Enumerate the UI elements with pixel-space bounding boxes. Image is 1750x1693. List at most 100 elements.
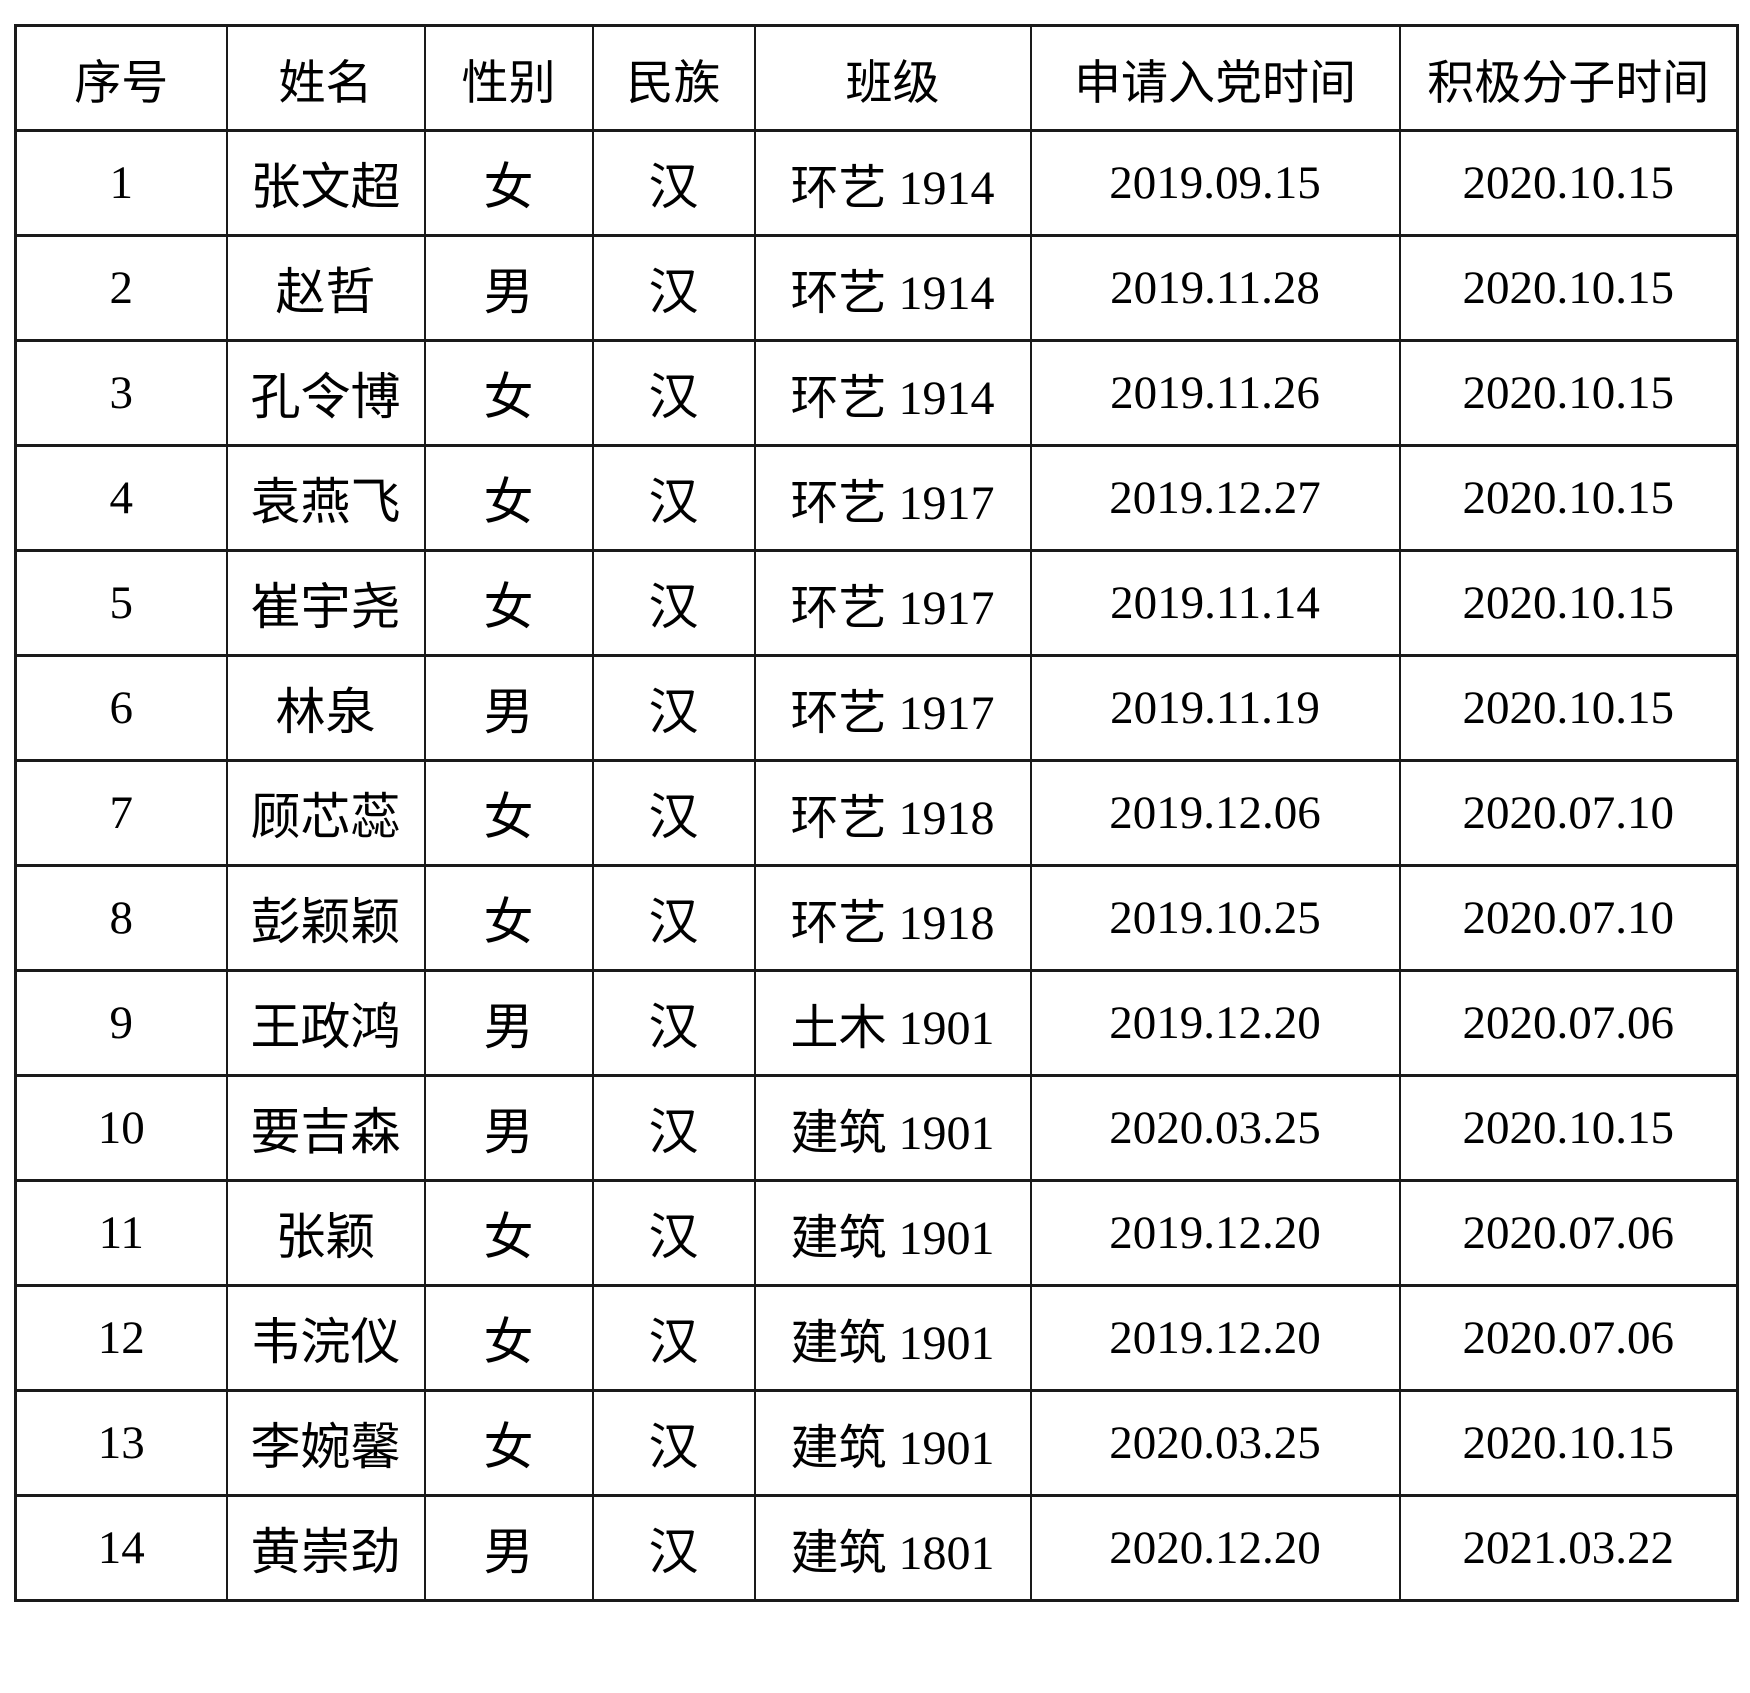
cell-name: 黄崇劲	[225, 1494, 426, 1602]
cell-ethnicity: 汉	[591, 1389, 756, 1497]
cell-class: 环艺 1917	[753, 549, 1032, 657]
cell-activist-date: 2020.10.15	[1398, 1074, 1739, 1182]
cell-ethnicity: 汉	[591, 1074, 756, 1182]
header-cell-ethnicity: 民族	[591, 24, 756, 132]
cell-ethnicity: 汉	[591, 444, 756, 552]
table-row: 14 黄崇劲男汉建筑 1801 2020.12.20 2021.03.22	[14, 1494, 1739, 1602]
cell-name: 彭颖颖	[225, 864, 426, 972]
table-row: 7 顾芯蕊女汉环艺 1918 2019.12.06 2020.07.10	[14, 759, 1739, 867]
cell-ethnicity: 汉	[591, 234, 756, 342]
cell-gender: 女	[423, 549, 594, 657]
table-row: 11 张颖女汉建筑 1901 2019.12.20 2020.07.06	[14, 1179, 1739, 1287]
cell-gender: 男	[423, 654, 594, 762]
cell-activist-date: 2020.07.06	[1398, 1179, 1739, 1287]
cell-ethnicity: 汉	[591, 549, 756, 657]
cell-index: 9	[14, 969, 228, 1077]
cell-index: 7	[14, 759, 228, 867]
cell-class: 环艺 1914	[753, 339, 1032, 447]
header-cell-name: 姓名	[225, 24, 426, 132]
cell-name: 韦浣仪	[225, 1284, 426, 1392]
cell-name: 崔宇尧	[225, 549, 426, 657]
cell-name: 林泉	[225, 654, 426, 762]
table-row: 6 林泉男汉环艺 1917 2019.11.19 2020.10.15	[14, 654, 1739, 762]
cell-index: 8	[14, 864, 228, 972]
cell-activist-date: 2020.07.06	[1398, 1284, 1739, 1392]
table-row: 2 赵哲男汉环艺 1914 2019.11.28 2020.10.15	[14, 234, 1739, 342]
cell-class: 建筑 1901	[753, 1284, 1032, 1392]
cell-index: 12	[14, 1284, 228, 1392]
table-row: 3 孔令博女汉环艺 1914 2019.11.26 2020.10.15	[14, 339, 1739, 447]
cell-application-date: 2019.09.15	[1029, 129, 1401, 237]
cell-name: 王政鸿	[225, 969, 426, 1077]
cell-application-date: 2019.11.14	[1029, 549, 1401, 657]
header-cell-activist-date: 积极分子时间	[1398, 24, 1739, 132]
cell-ethnicity: 汉	[591, 129, 756, 237]
cell-name: 张文超	[225, 129, 426, 237]
cell-gender: 女	[423, 339, 594, 447]
cell-gender: 女	[423, 864, 594, 972]
cell-activist-date: 2020.07.06	[1398, 969, 1739, 1077]
cell-application-date: 2020.03.25	[1029, 1389, 1401, 1497]
cell-index: 1	[14, 129, 228, 237]
cell-gender: 女	[423, 444, 594, 552]
cell-name: 李婉馨	[225, 1389, 426, 1497]
cell-name: 赵哲	[225, 234, 426, 342]
cell-class: 环艺 1917	[753, 444, 1032, 552]
cell-ethnicity: 汉	[591, 654, 756, 762]
cell-class: 环艺 1918	[753, 864, 1032, 972]
cell-gender: 男	[423, 234, 594, 342]
cell-application-date: 2019.11.28	[1029, 234, 1401, 342]
cell-activist-date: 2020.10.15	[1398, 549, 1739, 657]
cell-index: 2	[14, 234, 228, 342]
cell-gender: 女	[423, 1284, 594, 1392]
header-cell-index: 序号	[14, 24, 228, 132]
cell-class: 建筑 1901	[753, 1074, 1032, 1182]
cell-gender: 男	[423, 1494, 594, 1602]
cell-activist-date: 2020.07.10	[1398, 864, 1739, 972]
cell-index: 4	[14, 444, 228, 552]
roster-table-container: 序号 姓名 性别 民族 班级 申请入党时间 积极分子时间 1 张文超女汉环艺 19…	[14, 24, 1739, 1602]
cell-activist-date: 2020.10.15	[1398, 339, 1739, 447]
cell-class: 环艺 1914	[753, 234, 1032, 342]
cell-gender: 男	[423, 969, 594, 1077]
cell-name: 要吉森	[225, 1074, 426, 1182]
cell-ethnicity: 汉	[591, 1179, 756, 1287]
table-row: 4 袁燕飞女汉环艺 1917 2019.12.27 2020.10.15	[14, 444, 1739, 552]
cell-application-date: 2019.12.27	[1029, 444, 1401, 552]
header-cell-application-date: 申请入党时间	[1029, 24, 1401, 132]
cell-class: 建筑 1901	[753, 1179, 1032, 1287]
cell-application-date: 2019.12.20	[1029, 1179, 1401, 1287]
cell-index: 14	[14, 1494, 228, 1602]
cell-application-date: 2020.03.25	[1029, 1074, 1401, 1182]
cell-class: 建筑 1901	[753, 1389, 1032, 1497]
table-row: 10 要吉森男汉建筑 1901 2020.03.25 2020.10.15	[14, 1074, 1739, 1182]
cell-index: 3	[14, 339, 228, 447]
header-cell-gender: 性别	[423, 24, 594, 132]
cell-gender: 男	[423, 1074, 594, 1182]
cell-gender: 女	[423, 1389, 594, 1497]
cell-application-date: 2019.11.19	[1029, 654, 1401, 762]
header-row: 序号 姓名 性别 民族 班级 申请入党时间 积极分子时间	[14, 24, 1739, 132]
cell-activist-date: 2020.10.15	[1398, 129, 1739, 237]
party-activist-roster-table: 序号 姓名 性别 民族 班级 申请入党时间 积极分子时间 1 张文超女汉环艺 19…	[14, 24, 1739, 1602]
cell-class: 环艺 1917	[753, 654, 1032, 762]
cell-name: 顾芯蕊	[225, 759, 426, 867]
table-row: 5 崔宇尧女汉环艺 1917 2019.11.14 2020.10.15	[14, 549, 1739, 657]
cell-application-date: 2019.12.20	[1029, 969, 1401, 1077]
cell-activist-date: 2020.10.15	[1398, 654, 1739, 762]
cell-ethnicity: 汉	[591, 759, 756, 867]
table-body: 1 张文超女汉环艺 1914 2019.09.15 2020.10.15 2 赵哲男汉环艺…	[14, 129, 1739, 1602]
cell-gender: 女	[423, 1179, 594, 1287]
cell-ethnicity: 汉	[591, 969, 756, 1077]
cell-application-date: 2019.12.06	[1029, 759, 1401, 867]
table-row: 8 彭颖颖女汉环艺 1918 2019.10.25 2020.07.10	[14, 864, 1739, 972]
cell-index: 5	[14, 549, 228, 657]
cell-index: 13	[14, 1389, 228, 1497]
cell-activist-date: 2020.10.15	[1398, 444, 1739, 552]
cell-gender: 女	[423, 129, 594, 237]
header-cell-class: 班级	[753, 24, 1032, 132]
cell-application-date: 2019.11.26	[1029, 339, 1401, 447]
cell-ethnicity: 汉	[591, 1494, 756, 1602]
cell-name: 张颖	[225, 1179, 426, 1287]
cell-ethnicity: 汉	[591, 339, 756, 447]
